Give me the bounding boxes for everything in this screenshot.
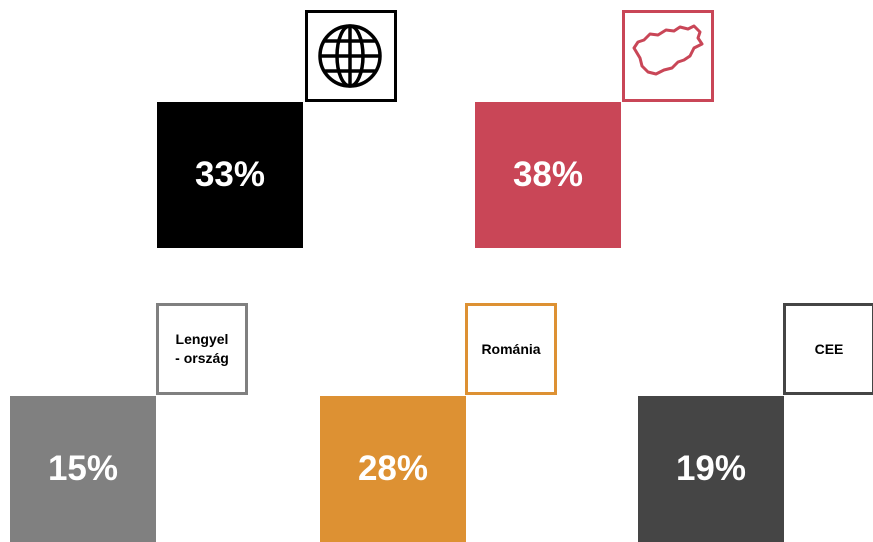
- globe-icon: [318, 24, 382, 88]
- label-line: Románia: [481, 340, 541, 357]
- label-box: Lengyel - ország: [156, 303, 248, 395]
- percent-tile: 28%: [320, 396, 466, 542]
- percent-tile: 15%: [10, 396, 156, 542]
- percent-tile: 19%: [638, 396, 784, 542]
- percent-value: 15%: [47, 449, 119, 488]
- label-box: Románia: [465, 303, 557, 395]
- label-line: Lengyel: [175, 331, 229, 347]
- percent-value: 38%: [512, 155, 584, 194]
- label-line: - ország: [175, 350, 229, 366]
- hungary-icon: [632, 24, 704, 76]
- percent-value: 28%: [357, 449, 429, 488]
- percent-tile: 33%: [157, 102, 303, 248]
- label-box: CEE: [783, 303, 873, 395]
- label-line: CEE: [814, 340, 844, 357]
- percent-value: 19%: [675, 449, 747, 488]
- percent-tile: 38%: [475, 102, 621, 248]
- percent-value: 33%: [194, 155, 266, 194]
